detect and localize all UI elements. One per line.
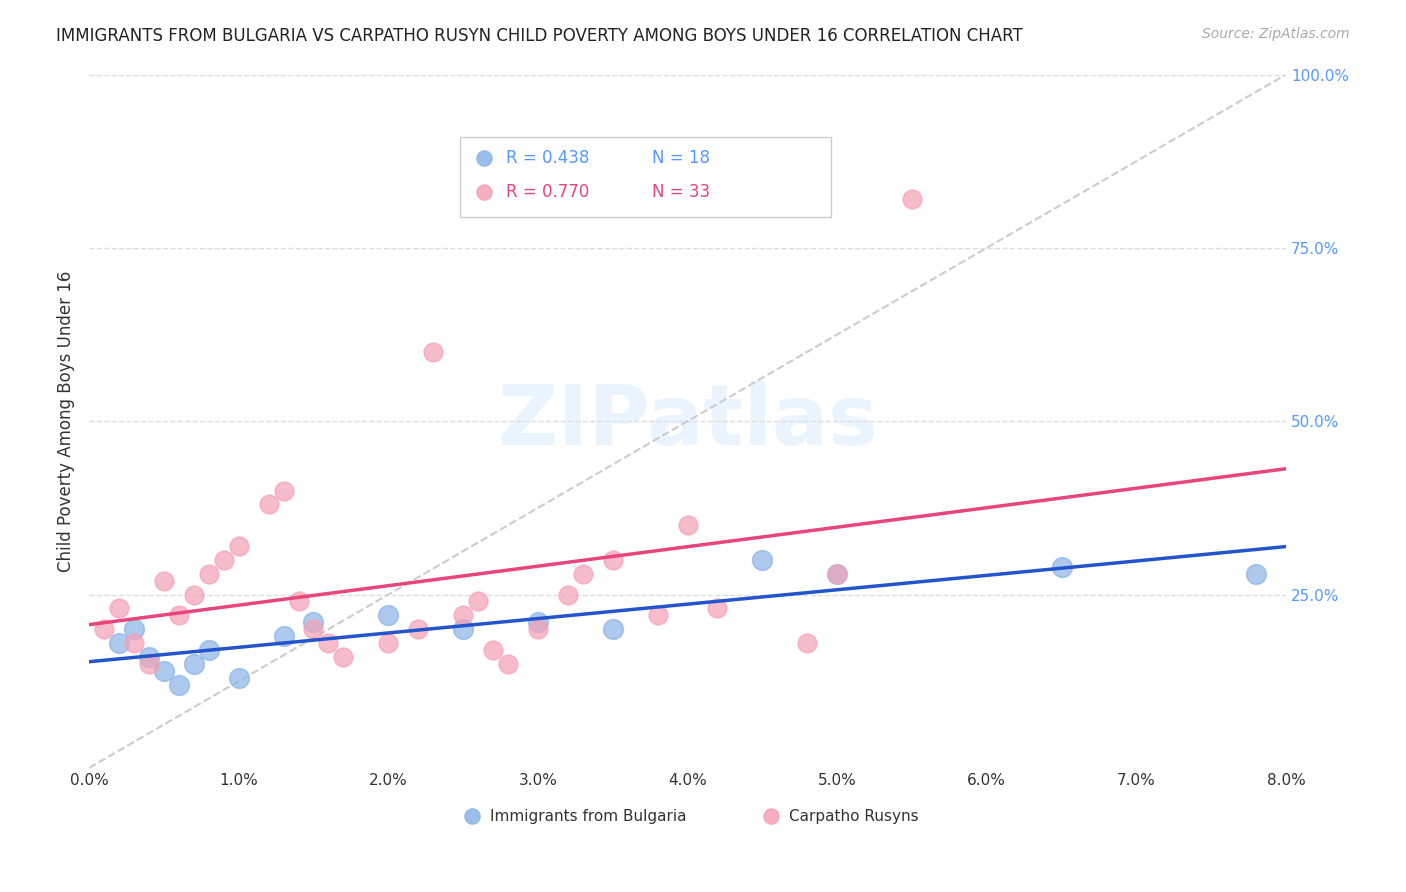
Point — [825, 566, 848, 581]
Point — [467, 594, 489, 608]
Point — [93, 622, 115, 636]
Point — [377, 636, 399, 650]
Text: R = 0.770: R = 0.770 — [506, 184, 589, 202]
Point — [138, 650, 160, 665]
Point — [197, 643, 219, 657]
Text: Immigrants from Bulgaria: Immigrants from Bulgaria — [491, 809, 686, 824]
Point — [122, 622, 145, 636]
Point — [1050, 559, 1073, 574]
Point — [153, 574, 176, 588]
Point — [273, 629, 295, 643]
Point — [571, 566, 593, 581]
Point — [377, 608, 399, 623]
Point — [451, 608, 474, 623]
Text: R = 0.438: R = 0.438 — [506, 149, 589, 167]
Text: Source: ZipAtlas.com: Source: ZipAtlas.com — [1202, 27, 1350, 41]
Point — [796, 636, 818, 650]
Text: IMMIGRANTS FROM BULGARIA VS CARPATHO RUSYN CHILD POVERTY AMONG BOYS UNDER 16 COR: IMMIGRANTS FROM BULGARIA VS CARPATHO RUS… — [56, 27, 1024, 45]
Point — [122, 636, 145, 650]
Point — [318, 636, 340, 650]
Point — [212, 553, 235, 567]
Point — [901, 192, 924, 206]
Text: N = 18: N = 18 — [651, 149, 710, 167]
Point — [257, 497, 280, 511]
Point — [302, 622, 325, 636]
Point — [706, 601, 728, 615]
Point — [676, 518, 699, 533]
Point — [527, 615, 550, 630]
Point — [287, 594, 309, 608]
Point — [602, 622, 624, 636]
Point — [451, 622, 474, 636]
Point — [482, 643, 505, 657]
Bar — [460, 137, 831, 217]
Point — [167, 678, 190, 692]
Point — [108, 636, 131, 650]
Point — [228, 539, 250, 553]
Point — [422, 344, 444, 359]
Point — [602, 553, 624, 567]
Point — [302, 615, 325, 630]
Point — [228, 671, 250, 685]
Point — [496, 657, 519, 671]
Point — [1244, 566, 1267, 581]
Point — [273, 483, 295, 498]
Point — [167, 608, 190, 623]
Text: Carpatho Rusyns: Carpatho Rusyns — [789, 809, 920, 824]
Point — [751, 553, 773, 567]
Point — [825, 566, 848, 581]
Point — [527, 622, 550, 636]
Point — [138, 657, 160, 671]
Point — [108, 601, 131, 615]
Point — [406, 622, 429, 636]
Point — [183, 657, 205, 671]
Point — [197, 566, 219, 581]
Point — [153, 664, 176, 678]
Text: N = 33: N = 33 — [651, 184, 710, 202]
Point — [557, 588, 579, 602]
Y-axis label: Child Poverty Among Boys Under 16: Child Poverty Among Boys Under 16 — [58, 270, 75, 572]
Point — [647, 608, 669, 623]
Point — [332, 650, 354, 665]
Point — [183, 588, 205, 602]
Text: ZIPatlas: ZIPatlas — [496, 381, 877, 462]
